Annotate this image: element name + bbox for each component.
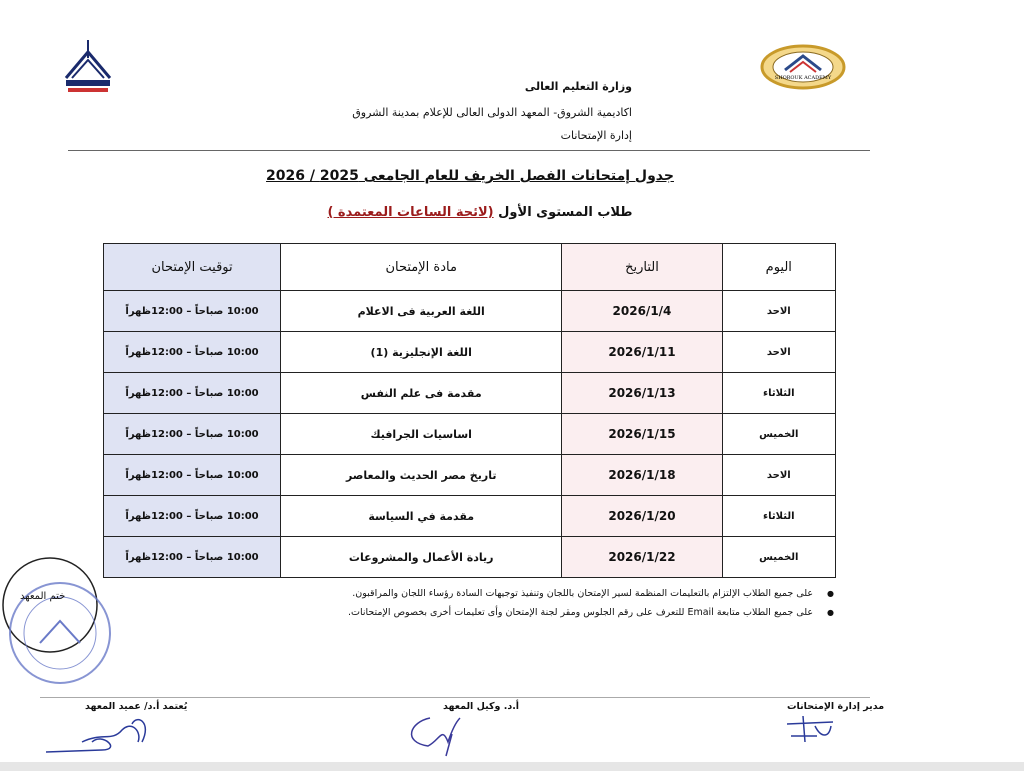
- date-cell: 2026/1/18: [561, 454, 723, 496]
- time-cell: 10:00 صباحاً – 12:00ظهراً: [102, 372, 282, 414]
- page-bottom-edge: [0, 762, 1024, 771]
- time-cell: 10:00 صباحاً – 12:00ظهراً: [102, 290, 282, 332]
- ministry-name: وزارة التعليم العالى: [524, 80, 632, 93]
- time-cell: 10:00 صباحاً – 12:00ظهراً: [102, 454, 282, 496]
- subject-cell: اساسيات الجرافيك: [280, 413, 563, 455]
- time-cell: 10:00 صباحاً – 12:00ظهراً: [102, 495, 282, 537]
- subtitle-level: طلاب المستوى الأول: [493, 205, 633, 220]
- day-cell: الثلاثاء: [721, 495, 837, 537]
- date-cell: 2026/1/20: [561, 495, 723, 537]
- date-cell: 2026/1/13: [561, 372, 723, 414]
- shorouk-academy-logo: SHOROUK ACADEMY: [760, 44, 846, 90]
- subtitle-regulation: (لائحة الساعات المعتمدة ): [327, 205, 494, 220]
- day-cell: الاحد: [721, 290, 837, 332]
- time-cell: 10:00 صباحاً – 12:00ظهراً: [102, 536, 282, 578]
- table-row: الخميس 2026/1/22 ريادة الأعمال والمشروعات 1…: [102, 536, 837, 578]
- table-row: الخميس 2026/1/15 اساسيات الجرافيك 10:00 صبا…: [102, 413, 837, 455]
- table-header-row: اليوم التاريخ مادة الإمتحان توقيت الإمتح…: [102, 243, 837, 291]
- subject-cell: مقدمة فى علم النفس: [280, 372, 563, 414]
- vice-dean-label: أ.د. وكيل المعهد: [443, 701, 520, 712]
- date-cell: 2026/1/22: [561, 536, 723, 578]
- table-row: الاحد 2026/1/11 اللغة الإنجليزية (1) 10:00 …: [102, 331, 837, 373]
- subject-cell: اللغة العربية فى الاعلام: [280, 290, 563, 332]
- table-row: الثلاثاء 2026/1/20 مقدمة في السياسة 10:00 ص…: [102, 495, 837, 537]
- notes-list: على جميع الطلاب الإلتزام بالتعليمات المن…: [234, 588, 834, 626]
- day-cell: الخميس: [721, 536, 837, 578]
- exams-director-signature: [786, 715, 834, 743]
- dean-signature: [45, 719, 147, 753]
- department-name: إدارة الإمتحانات: [560, 129, 632, 142]
- dean-label: يُعتمد أ.د/ عميد المعهد: [85, 701, 188, 712]
- day-cell: الثلاثاء: [721, 372, 837, 414]
- institute-stamp: ختم المعهد: [2, 555, 117, 685]
- note-item: على جميع الطلاب الإلتزام بالتعليمات المن…: [234, 588, 834, 599]
- header-day: اليوم: [721, 243, 837, 291]
- exam-schedule-table: اليوم التاريخ مادة الإمتحان توقيت الإمتح…: [102, 243, 837, 578]
- page-subtitle: طلاب المستوى الأول (لائحة الساعات المعتم…: [300, 205, 660, 220]
- header-date: التاريخ: [561, 243, 723, 291]
- date-cell: 2026/1/4: [561, 290, 723, 332]
- header-subject: مادة الإمتحان: [280, 243, 563, 291]
- stamp-label: ختم المعهد: [20, 591, 66, 602]
- table-row: الثلاثاء 2026/1/13 مقدمة فى علم النفس 10:00…: [102, 372, 837, 414]
- time-cell: 10:00 صباحاً – 12:00ظهراً: [102, 331, 282, 373]
- subject-cell: تاريخ مصر الحديث والمعاصر: [280, 454, 563, 496]
- note-item: على جميع الطلاب متابعة Email للتعرف على …: [234, 607, 834, 618]
- table-row: الاحد 2026/1/4 اللغة العربية فى الاعلام 10:…: [102, 290, 837, 332]
- header-divider: [68, 150, 870, 151]
- date-cell: 2026/1/15: [561, 413, 723, 455]
- vice-dean-signature: [410, 717, 461, 757]
- day-cell: الخميس: [721, 413, 837, 455]
- header-time: توقيت الإمتحان: [102, 243, 282, 291]
- subject-cell: مقدمة في السياسة: [280, 495, 563, 537]
- date-cell: 2026/1/11: [561, 331, 723, 373]
- page-title: جدول إمتحانات الفصل الخريف للعام الجامعى…: [266, 168, 674, 184]
- day-cell: الاحد: [721, 454, 837, 496]
- exams-director-label: مدير إدارة الإمتحانات: [787, 701, 885, 712]
- day-cell: الاحد: [721, 331, 837, 373]
- logo-text: SHOROUK ACADEMY: [775, 75, 832, 81]
- time-cell: 10:00 صباحاً – 12:00ظهراً: [102, 413, 282, 455]
- signature-divider: [40, 697, 870, 698]
- academy-name: اكاديمية الشروق- المعهد الدولى العالى لل…: [352, 106, 632, 119]
- table-row: الاحد 2026/1/18 تاريخ مصر الحديث والمعاصر 1…: [102, 454, 837, 496]
- subject-cell: اللغة الإنجليزية (1): [280, 331, 563, 373]
- institute-logo: [58, 38, 118, 98]
- subject-cell: ريادة الأعمال والمشروعات: [280, 536, 563, 578]
